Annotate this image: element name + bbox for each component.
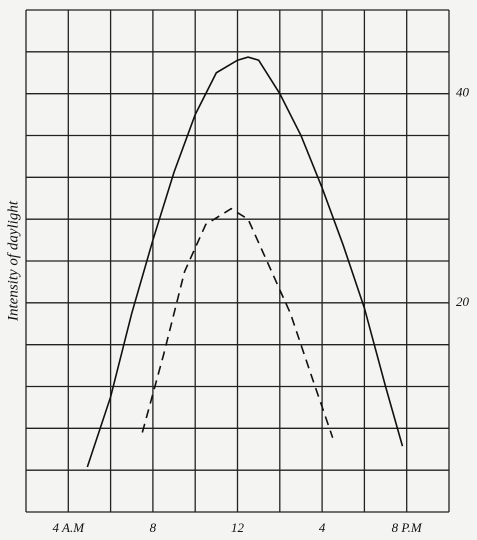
x-tick-label: 12 [231, 520, 245, 535]
x-tick-label: 8 [150, 520, 157, 535]
line [86, 56, 404, 468]
x-tick-label: 4 [319, 520, 326, 535]
y-tick-label: 20 [456, 294, 470, 309]
line [141, 207, 334, 439]
y-tick-label: 40 [456, 85, 470, 100]
x-tick-label: 4 A.M [53, 520, 86, 535]
x-tick-label: 8 P.M [392, 520, 423, 535]
y-axis-label: Intensity of daylight [5, 200, 21, 322]
